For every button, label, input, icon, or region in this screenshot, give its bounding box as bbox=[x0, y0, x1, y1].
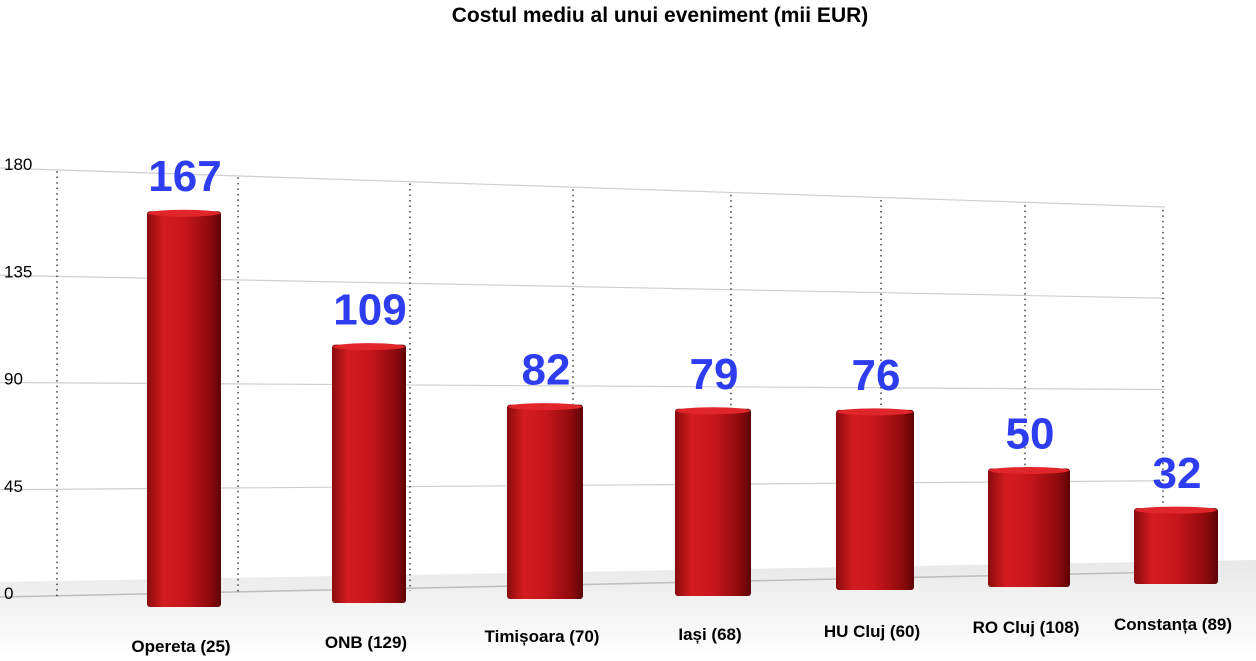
data-label: 109 bbox=[333, 286, 406, 335]
data-label: 76 bbox=[852, 351, 901, 400]
x-axis-ticks: Opereta (25) ONB (129) Timișoara (70) Iași … bbox=[131, 615, 1232, 656]
bar-top bbox=[1135, 506, 1217, 514]
x-tick-label: RO Cluj (108) bbox=[973, 618, 1080, 637]
gridline bbox=[0, 167, 1166, 208]
x-tick-label: Constanța (89) bbox=[1114, 615, 1232, 634]
x-tick-label: Timișoara (70) bbox=[485, 627, 600, 646]
bar-body bbox=[332, 344, 406, 603]
x-tick-label: Opereta (25) bbox=[131, 637, 230, 656]
bar bbox=[147, 209, 221, 607]
bar bbox=[507, 403, 583, 599]
bar-body bbox=[675, 408, 751, 596]
bar-body bbox=[988, 468, 1070, 587]
x-tick-label: Iași (68) bbox=[678, 625, 741, 644]
chart-floor bbox=[0, 560, 1256, 661]
data-label: 82 bbox=[522, 346, 571, 395]
bar-body bbox=[147, 211, 221, 607]
bar-body bbox=[836, 409, 914, 590]
bar-top bbox=[837, 408, 913, 416]
x-tick-label: ONB (129) bbox=[325, 633, 407, 652]
bar bbox=[675, 407, 751, 596]
bar bbox=[988, 467, 1070, 587]
data-label: 167 bbox=[148, 152, 221, 201]
data-label: 32 bbox=[1153, 449, 1202, 498]
y-tick-label: 135 bbox=[4, 262, 32, 281]
bar-top bbox=[333, 343, 405, 351]
bar-body bbox=[507, 404, 583, 599]
bar bbox=[1134, 506, 1218, 584]
y-tick-label: 90 bbox=[4, 370, 23, 389]
data-labels: 167 109 82 79 76 50 32 bbox=[148, 152, 1201, 498]
bar bbox=[332, 343, 406, 603]
y-tick-label: 180 bbox=[4, 155, 32, 174]
data-label: 50 bbox=[1006, 410, 1055, 459]
bar bbox=[836, 408, 914, 590]
y-tick-label: 0 bbox=[4, 584, 13, 603]
chart-title: Costul mediu al unui eveniment (mii EUR) bbox=[452, 4, 869, 27]
bar-top bbox=[989, 467, 1069, 474]
data-label: 79 bbox=[690, 350, 739, 399]
bar-top bbox=[148, 209, 220, 217]
bar-top bbox=[676, 407, 750, 415]
x-tick-label: HU Cluj (60) bbox=[824, 622, 920, 641]
floor-shade bbox=[0, 560, 1256, 661]
bar-top bbox=[508, 403, 582, 411]
bars bbox=[147, 209, 1218, 607]
y-axis-ticks: 0 45 90 135 180 bbox=[4, 155, 32, 603]
y-tick-label: 45 bbox=[4, 477, 23, 496]
bar-body bbox=[1134, 508, 1218, 584]
